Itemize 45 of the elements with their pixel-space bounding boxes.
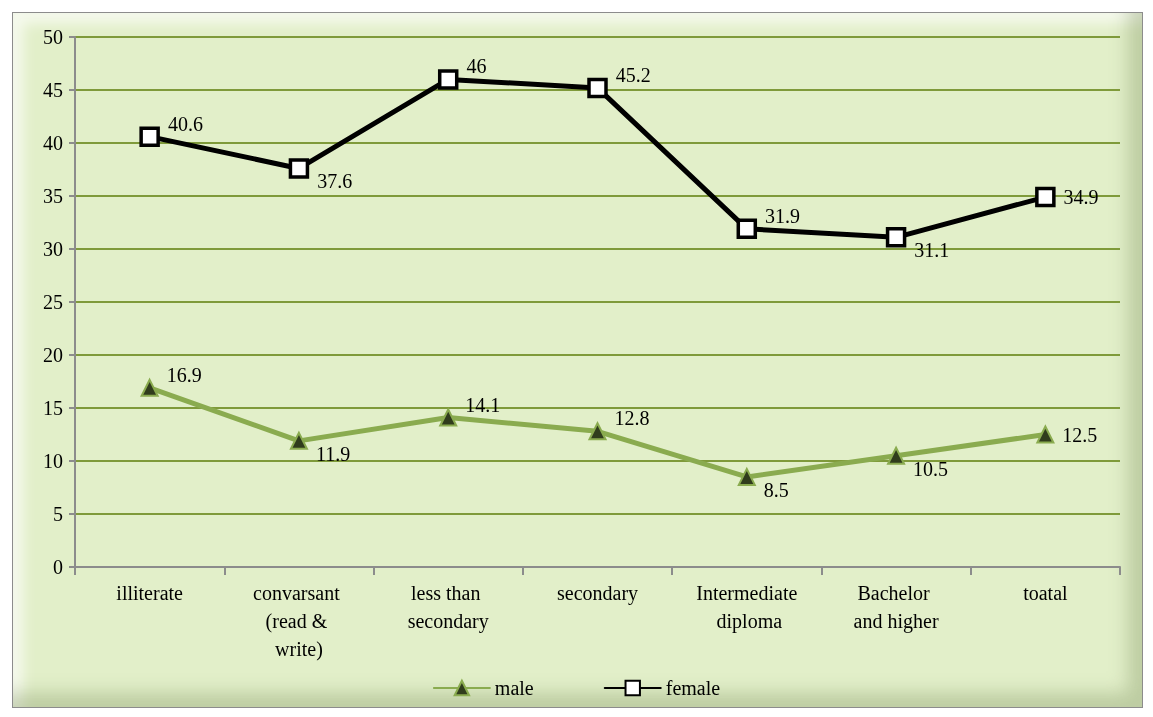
y-tick-label: 10 bbox=[43, 450, 63, 472]
point bbox=[140, 378, 159, 397]
point bbox=[736, 218, 758, 240]
y-tick-label: 25 bbox=[43, 291, 63, 313]
data-label: 12.8 bbox=[614, 407, 650, 430]
y-tick-label: 0 bbox=[53, 556, 63, 578]
data-label: 40.6 bbox=[167, 112, 203, 135]
data-label: 45.2 bbox=[615, 63, 651, 86]
data-label: 12.5 bbox=[1062, 423, 1098, 446]
point bbox=[139, 126, 160, 147]
point bbox=[737, 467, 756, 486]
data-label: 37.6 bbox=[317, 170, 353, 193]
data-label: 10.5 bbox=[913, 457, 949, 480]
x-tick-label: secondary bbox=[556, 582, 639, 605]
point bbox=[1035, 186, 1056, 208]
y-tick-label: 50 bbox=[43, 26, 63, 48]
point bbox=[885, 227, 907, 248]
y-tick-label: 30 bbox=[43, 238, 63, 260]
data-label: 31.9 bbox=[765, 204, 801, 227]
point bbox=[887, 446, 906, 465]
y-tick-label: 35 bbox=[43, 185, 63, 207]
point bbox=[289, 431, 308, 450]
x-tick-label: less than secondary bbox=[407, 582, 489, 633]
y-tick-label: 40 bbox=[43, 132, 63, 154]
data-label: 11.9 bbox=[315, 442, 351, 465]
legend-label: male bbox=[494, 677, 534, 699]
point bbox=[439, 408, 458, 427]
x-tick-label: Intermediate diploma bbox=[696, 582, 798, 633]
y-tick-label: 15 bbox=[43, 397, 63, 419]
point bbox=[1036, 425, 1055, 444]
legend-label: female bbox=[665, 677, 721, 699]
point bbox=[437, 69, 459, 90]
x-tick-label: Bachelor and higher bbox=[853, 582, 939, 633]
data-label: 46 bbox=[466, 55, 487, 78]
x-tick-label: illiterate bbox=[116, 582, 184, 604]
point bbox=[587, 77, 608, 99]
y-tick-label: 45 bbox=[43, 79, 63, 101]
data-label: 8.5 bbox=[763, 478, 789, 501]
point bbox=[588, 422, 607, 441]
y-tick-label: 5 bbox=[53, 503, 63, 525]
data-label: 16.9 bbox=[166, 363, 202, 386]
x-tick-label: convarsant (read & write) bbox=[253, 582, 345, 661]
point bbox=[288, 158, 310, 179]
x-tick-label: toatal bbox=[1023, 582, 1069, 604]
y-tick-label: 20 bbox=[43, 344, 63, 366]
